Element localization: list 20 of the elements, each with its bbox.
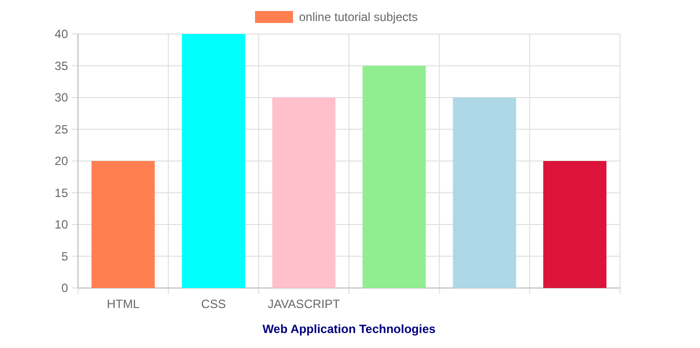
y-tick-label: 0 — [61, 281, 68, 296]
y-tick-label: 25 — [54, 122, 68, 136]
x-tick-label: JAVASCRIPT — [268, 297, 341, 311]
y-tick-label: 40 — [54, 27, 68, 42]
x-tick-label: CSS — [201, 297, 226, 311]
bar — [543, 161, 606, 288]
bar — [92, 161, 155, 288]
bar — [272, 98, 336, 288]
bar — [182, 34, 246, 288]
y-tick-label: 20 — [54, 154, 68, 168]
y-tick-label: 35 — [54, 58, 68, 73]
bar — [452, 98, 516, 288]
y-tick-label: 15 — [54, 186, 68, 200]
x-axis-title: Web Application Technologies — [262, 322, 436, 336]
x-tick-label: HTML — [106, 297, 140, 311]
y-tick-label: 10 — [54, 218, 68, 232]
y-tick-label: 30 — [54, 90, 68, 105]
y-tick-label: 5 — [61, 249, 68, 264]
legend-label: online tutorial subjects — [299, 10, 418, 24]
bar — [362, 66, 426, 288]
